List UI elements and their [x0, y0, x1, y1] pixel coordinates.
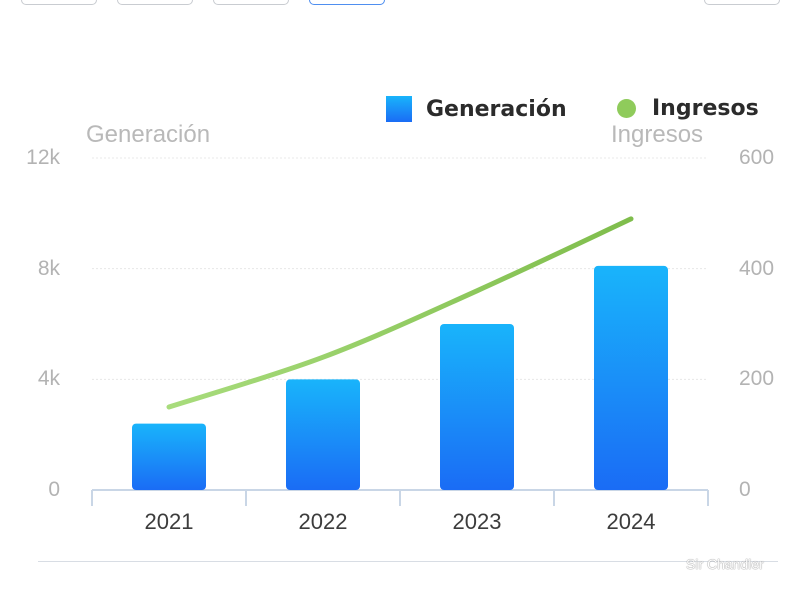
- y-right-tick-label: 600: [739, 146, 775, 169]
- legend-item-ingresos[interactable]: Ingresos: [617, 96, 759, 121]
- bar-generacion: [132, 423, 206, 490]
- y-right-tick-label: 400: [739, 256, 775, 280]
- bar-generacion: [440, 324, 514, 490]
- y-left-tick-label: 8k: [37, 256, 60, 280]
- y-right-tick-label: 0: [739, 478, 751, 501]
- bar-generacion: [286, 379, 360, 490]
- x-tick-label: 2024: [606, 509, 656, 534]
- x-tick-label: 2023: [452, 509, 502, 534]
- bar-generacion: [594, 265, 668, 490]
- bar-swatch-icon: [386, 96, 412, 122]
- line-swatch-icon: [617, 99, 636, 118]
- x-tick-label: 2022: [298, 509, 348, 534]
- x-tick-label: 2021: [144, 509, 194, 534]
- left-axis-title: Generación: [86, 121, 211, 148]
- watermark: Sir Chandler: [686, 556, 764, 572]
- right-axis-title: Ingresos: [611, 121, 704, 148]
- legend-item-generacion[interactable]: Generación: [386, 96, 567, 122]
- legend-label-ingresos: Ingresos: [652, 96, 759, 121]
- y-left-tick-label: 12k: [26, 146, 60, 169]
- y-left-tick-label: 4k: [37, 367, 60, 391]
- legend-label-generacion: Generación: [426, 96, 567, 122]
- y-left-tick-label: 0: [48, 478, 60, 501]
- line-ingresos: [166, 216, 634, 410]
- y-right-tick-label: 200: [739, 367, 775, 391]
- bottom-divider: [38, 561, 778, 562]
